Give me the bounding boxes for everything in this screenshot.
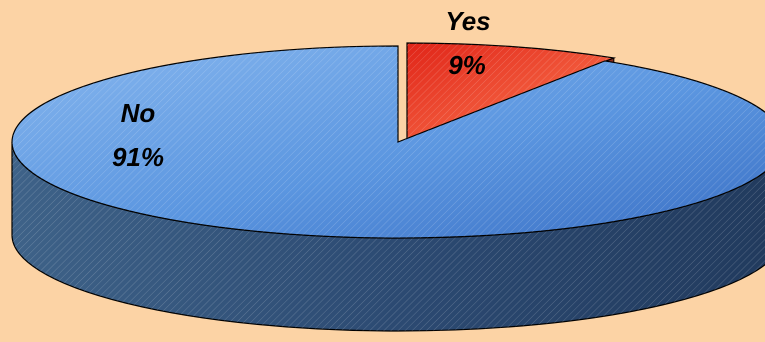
label-no-value: 91% <box>112 142 164 172</box>
slice-no-top-hatch <box>12 46 765 238</box>
slice-yes-top-hatch <box>407 43 614 139</box>
label-yes-name: Yes <box>445 6 490 36</box>
pie-slices <box>11 42 765 332</box>
label-yes-value: 9% <box>448 50 486 80</box>
slice-no-side-hatch <box>12 142 765 331</box>
pie-labels: Yes 9% No 91% <box>112 6 491 172</box>
slice-no <box>11 45 765 332</box>
label-no-name: No <box>121 98 156 128</box>
